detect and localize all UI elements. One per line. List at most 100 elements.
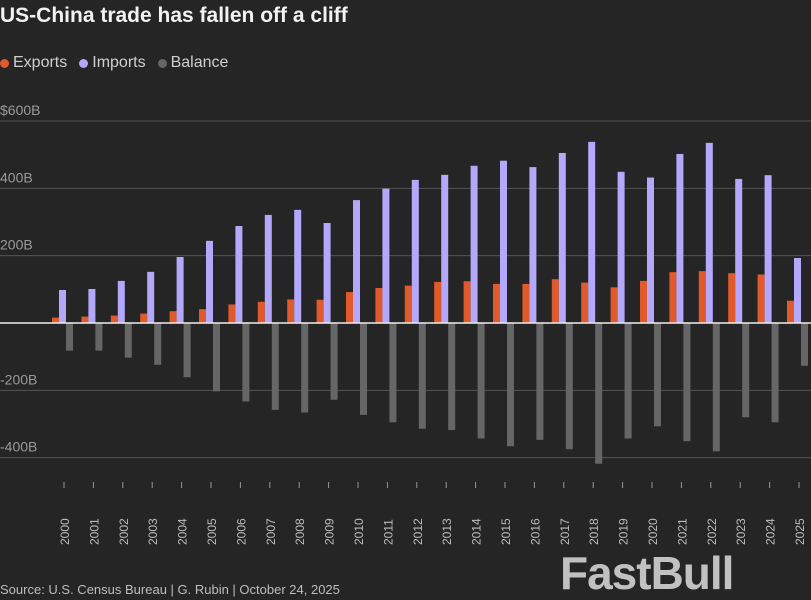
legend: Exports Imports Balance: [0, 54, 228, 72]
legend-item-exports: Exports: [0, 54, 67, 72]
legend-item-imports: Imports: [79, 54, 146, 72]
bar-balance-2020: [654, 323, 661, 427]
x-tick-label: 2001: [87, 518, 101, 545]
bar-exports-2015: [493, 283, 500, 323]
y-tick-label: $600B: [0, 102, 40, 118]
bar-balance-2010: [360, 323, 367, 415]
x-tick-label: 2017: [558, 518, 572, 545]
x-tick-label: 2007: [264, 518, 278, 545]
bar-imports-2004: [176, 257, 184, 323]
bar-imports-2014: [470, 165, 478, 323]
y-tick-label: 200B: [0, 237, 33, 253]
bar-imports-2013: [441, 174, 449, 323]
bar-imports-2018: [588, 141, 596, 323]
bar-imports-2021: [676, 153, 684, 323]
bar-exports-2024: [757, 274, 765, 323]
bar-imports-2022: [705, 142, 713, 323]
bar-exports-2019: [610, 287, 618, 323]
bar-imports-2006: [235, 226, 243, 323]
bar-balance-2017: [565, 323, 573, 450]
bar-balance-2005: [213, 323, 220, 392]
bar-balance-2001: [95, 323, 103, 351]
bar-imports-2012: [411, 179, 419, 323]
imports-swatch: [79, 58, 89, 68]
x-tick-label: 2024: [764, 518, 778, 545]
bar-balance-2008: [301, 323, 309, 413]
bar-imports-2023: [735, 178, 743, 323]
bar-balance-2002: [124, 323, 132, 358]
bar-imports-2000: [59, 290, 66, 323]
bar-exports-2020: [640, 280, 647, 323]
legend-label: Balance: [170, 54, 229, 71]
legend-label: Imports: [92, 54, 146, 71]
x-tick-label: 2003: [146, 518, 160, 545]
x-tick-label: 2021: [675, 518, 689, 545]
chart-title: US-China trade has fallen off a cliff: [0, 4, 348, 27]
balance-swatch: [157, 58, 167, 68]
bar-exports-2003: [140, 313, 148, 323]
bar-balance-2018: [595, 323, 603, 464]
bar-balance-2009: [330, 323, 338, 400]
bar-imports-2015: [500, 160, 507, 323]
bar-imports-2001: [88, 288, 96, 323]
bar-balance-2004: [183, 323, 191, 378]
bar-imports-2003: [147, 271, 155, 323]
bar-exports-2009: [316, 299, 324, 323]
x-tick-label: 2005: [205, 518, 219, 545]
bar-exports-2022: [698, 271, 706, 323]
bar-imports-2008: [294, 209, 302, 323]
bar-exports-2012: [404, 285, 412, 323]
bar-imports-2010: [353, 200, 360, 323]
x-tick-label: 2022: [705, 518, 719, 545]
bar-balance-2022: [712, 323, 720, 452]
x-tick-label: 2013: [440, 518, 454, 545]
y-tick-label: -400B: [0, 439, 37, 455]
bar-exports-2008: [287, 299, 295, 323]
x-tick-label: 2025: [793, 518, 807, 545]
y-tick-label: -200B: [0, 371, 37, 387]
bar-balance-2024: [771, 323, 779, 423]
bar-imports-2009: [323, 223, 331, 323]
bar-exports-2025: [787, 300, 794, 323]
bar-imports-2017: [558, 152, 566, 323]
bar-balance-2019: [624, 323, 632, 439]
x-tick-label: 2011: [381, 519, 395, 545]
bar-exports-2005: [199, 309, 206, 323]
bar-balance-2006: [242, 323, 250, 402]
x-tick-label: 2023: [734, 518, 748, 545]
legend-item-balance: Balance: [157, 54, 229, 72]
bar-balance-2003: [154, 323, 162, 365]
x-tick-label: 2004: [176, 518, 190, 545]
x-tick-label: 2019: [617, 518, 631, 545]
bar-exports-2010: [346, 292, 353, 323]
bar-exports-2021: [669, 272, 677, 323]
bar-imports-2024: [764, 175, 772, 323]
bar-exports-2000: [52, 317, 59, 323]
x-tick-label: 2016: [528, 518, 542, 545]
watermark-logo: FastBull: [560, 547, 734, 599]
bar-imports-2025: [794, 258, 801, 323]
bar-exports-2014: [463, 281, 471, 323]
bar-balance-2014: [477, 323, 485, 439]
bar-balance-2016: [536, 323, 544, 440]
x-tick-label: 2015: [499, 518, 513, 545]
x-tick-label: 2000: [58, 518, 72, 545]
x-tick-label: 2018: [587, 518, 601, 545]
bar-exports-2023: [728, 273, 736, 323]
bar-exports-2016: [522, 283, 530, 323]
bar-balance-2023: [742, 323, 750, 418]
x-tick-label: 2020: [646, 518, 660, 545]
x-tick-label: 2006: [234, 518, 248, 545]
bar-exports-2001: [81, 316, 89, 323]
bar-balance-2013: [448, 323, 456, 431]
bar-exports-2017: [551, 279, 559, 323]
bar-exports-2013: [434, 281, 442, 323]
legend-label: Exports: [13, 54, 68, 71]
source-note: Source: U.S. Census Bureau | G. Rubin | …: [0, 582, 340, 597]
bar-balance-2021: [683, 323, 691, 442]
bar-imports-2011: [382, 188, 390, 323]
bar-exports-2004: [169, 311, 177, 323]
x-tick-label: 2009: [323, 518, 337, 545]
bar-balance-2012: [418, 323, 426, 429]
